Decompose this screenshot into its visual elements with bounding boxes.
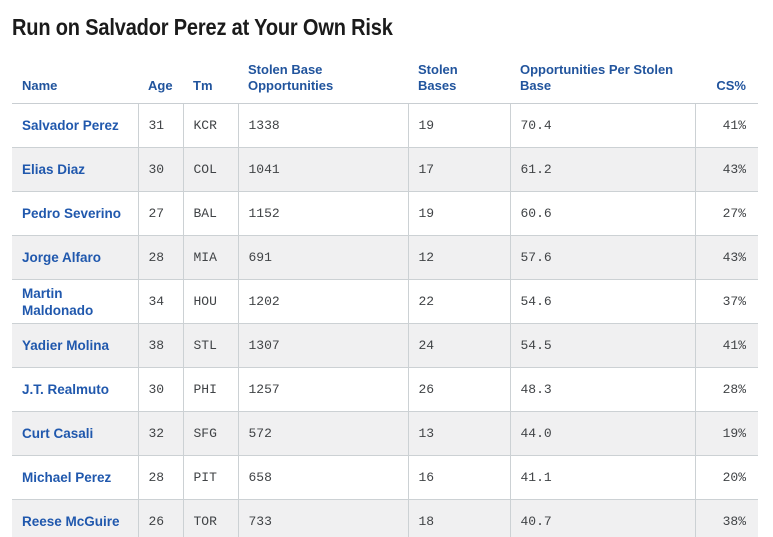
table-row: Martin Maldonado 34 HOU 1202 22 54.6 37%	[12, 279, 758, 324]
cell-tm: STL	[182, 323, 238, 368]
cell-tm: BAL	[182, 191, 238, 236]
table-row: Pedro Severino 27 BAL 1152 19 60.6 27%	[12, 191, 758, 236]
table-row: J.T. Realmuto 30 PHI 1257 26 48.3 28%	[12, 367, 758, 412]
player-name-link[interactable]: J.T. Realmuto	[12, 367, 138, 412]
cell-age: 27	[137, 191, 183, 236]
cell-stolen-base-opportunities: 1257	[237, 367, 408, 412]
cell-age: 34	[137, 279, 183, 324]
cell-cs-pct: 28%	[694, 367, 758, 412]
cell-tm: PIT	[182, 455, 238, 500]
cell-stolen-bases: 12	[407, 235, 510, 280]
cell-opportunities-per-stolen-base: 70.4	[509, 103, 695, 148]
player-name-link[interactable]: Pedro Severino	[12, 191, 138, 236]
cell-cs-pct: 41%	[694, 103, 758, 148]
cell-stolen-base-opportunities: 1307	[237, 323, 408, 368]
column-header-opportunities-per-stolen-base: Opportunities Per Stolen Base	[510, 58, 695, 104]
cell-age: 28	[137, 455, 183, 500]
column-header-age: Age	[138, 58, 183, 104]
player-name-link[interactable]: Jorge Alfaro	[12, 235, 138, 280]
table-row: Curt Casali 32 SFG 572 13 44.0 19%	[12, 411, 758, 456]
column-header-tm: Tm	[183, 58, 238, 104]
cell-stolen-bases: 18	[407, 499, 510, 537]
cell-cs-pct: 37%	[694, 279, 758, 324]
cell-stolen-bases: 22	[407, 279, 510, 324]
cell-stolen-base-opportunities: 572	[237, 411, 408, 456]
cell-tm: HOU	[182, 279, 238, 324]
table-body: Salvador Perez 31 KCR 1338 19 70.4 41% Elias Di…	[12, 103, 758, 537]
cell-stolen-base-opportunities: 691	[237, 235, 408, 280]
table-row: Michael Perez 28 PIT 658 16 41.1 20%	[12, 455, 758, 500]
cell-opportunities-per-stolen-base: 40.7	[509, 499, 695, 537]
player-name-link[interactable]: Reese McGuire	[12, 499, 138, 537]
cell-opportunities-per-stolen-base: 54.6	[509, 279, 695, 324]
cell-stolen-base-opportunities: 658	[237, 455, 408, 500]
cell-opportunities-per-stolen-base: 48.3	[509, 367, 695, 412]
cell-stolen-bases: 17	[407, 147, 510, 192]
cell-opportunities-per-stolen-base: 44.0	[509, 411, 695, 456]
cell-cs-pct: 43%	[694, 235, 758, 280]
cell-age: 32	[137, 411, 183, 456]
cell-stolen-base-opportunities: 1041	[237, 147, 408, 192]
cell-stolen-bases: 24	[407, 323, 510, 368]
cell-stolen-bases: 13	[407, 411, 510, 456]
column-header-stolen-bases: Stolen Bases	[408, 58, 510, 104]
cell-stolen-base-opportunities: 1338	[237, 103, 408, 148]
cell-stolen-base-opportunities: 1202	[237, 279, 408, 324]
table-row: Jorge Alfaro 28 MIA 691 12 57.6 43%	[12, 235, 758, 280]
cell-opportunities-per-stolen-base: 61.2	[509, 147, 695, 192]
column-header-name: Name	[12, 58, 138, 104]
cell-stolen-bases: 19	[407, 103, 510, 148]
cell-age: 26	[137, 499, 183, 537]
player-name-link[interactable]: Curt Casali	[12, 411, 138, 456]
cell-opportunities-per-stolen-base: 54.5	[509, 323, 695, 368]
player-name-link[interactable]: Yadier Molina	[12, 323, 138, 368]
cell-cs-pct: 27%	[694, 191, 758, 236]
table-row: Reese McGuire 26 TOR 733 18 40.7 38%	[12, 499, 758, 537]
table-row: Salvador Perez 31 KCR 1338 19 70.4 41%	[12, 103, 758, 148]
cell-opportunities-per-stolen-base: 57.6	[509, 235, 695, 280]
cell-stolen-base-opportunities: 733	[237, 499, 408, 537]
cell-cs-pct: 41%	[694, 323, 758, 368]
cell-tm: TOR	[182, 499, 238, 537]
cell-cs-pct: 38%	[694, 499, 758, 537]
cell-stolen-bases: 16	[407, 455, 510, 500]
table-row: Elias Diaz 30 COL 1041 17 61.2 43%	[12, 147, 758, 192]
cell-stolen-base-opportunities: 1152	[237, 191, 408, 236]
column-header-stolen-base-opportunities: Stolen Base Opportunities	[238, 58, 408, 104]
cell-tm: PHI	[182, 367, 238, 412]
cell-cs-pct: 19%	[694, 411, 758, 456]
cell-stolen-bases: 26	[407, 367, 510, 412]
cell-age: 38	[137, 323, 183, 368]
cell-age: 30	[137, 147, 183, 192]
page-title: Run on Salvador Perez at Your Own Risk	[12, 14, 393, 40]
cell-tm: COL	[182, 147, 238, 192]
cell-age: 31	[137, 103, 183, 148]
cell-tm: KCR	[182, 103, 238, 148]
player-name-link[interactable]: Salvador Perez	[22, 118, 119, 133]
player-name-link[interactable]: Michael Perez	[12, 455, 138, 500]
cell-cs-pct: 43%	[694, 147, 758, 192]
table-row: Yadier Molina 38 STL 1307 24 54.5 41%	[12, 323, 758, 368]
cell-tm: MIA	[182, 235, 238, 280]
cell-cs-pct: 20%	[694, 455, 758, 500]
column-header-cs-pct: CS%	[695, 58, 758, 104]
stolen-base-table: Name Age Tm Stolen Base Opportunities Stolen…	[12, 58, 758, 537]
cell-age: 28	[137, 235, 183, 280]
player-name-link[interactable]: Elias Diaz	[12, 147, 138, 192]
player-name-link[interactable]: Martin Maldonado	[12, 279, 138, 324]
header-row: Name Age Tm Stolen Base Opportunities Stolen…	[12, 58, 758, 104]
cell-opportunities-per-stolen-base: 60.6	[509, 191, 695, 236]
cell-opportunities-per-stolen-base: 41.1	[509, 455, 695, 500]
cell-tm: SFG	[182, 411, 238, 456]
cell-stolen-bases: 19	[407, 191, 510, 236]
cell-age: 30	[137, 367, 183, 412]
